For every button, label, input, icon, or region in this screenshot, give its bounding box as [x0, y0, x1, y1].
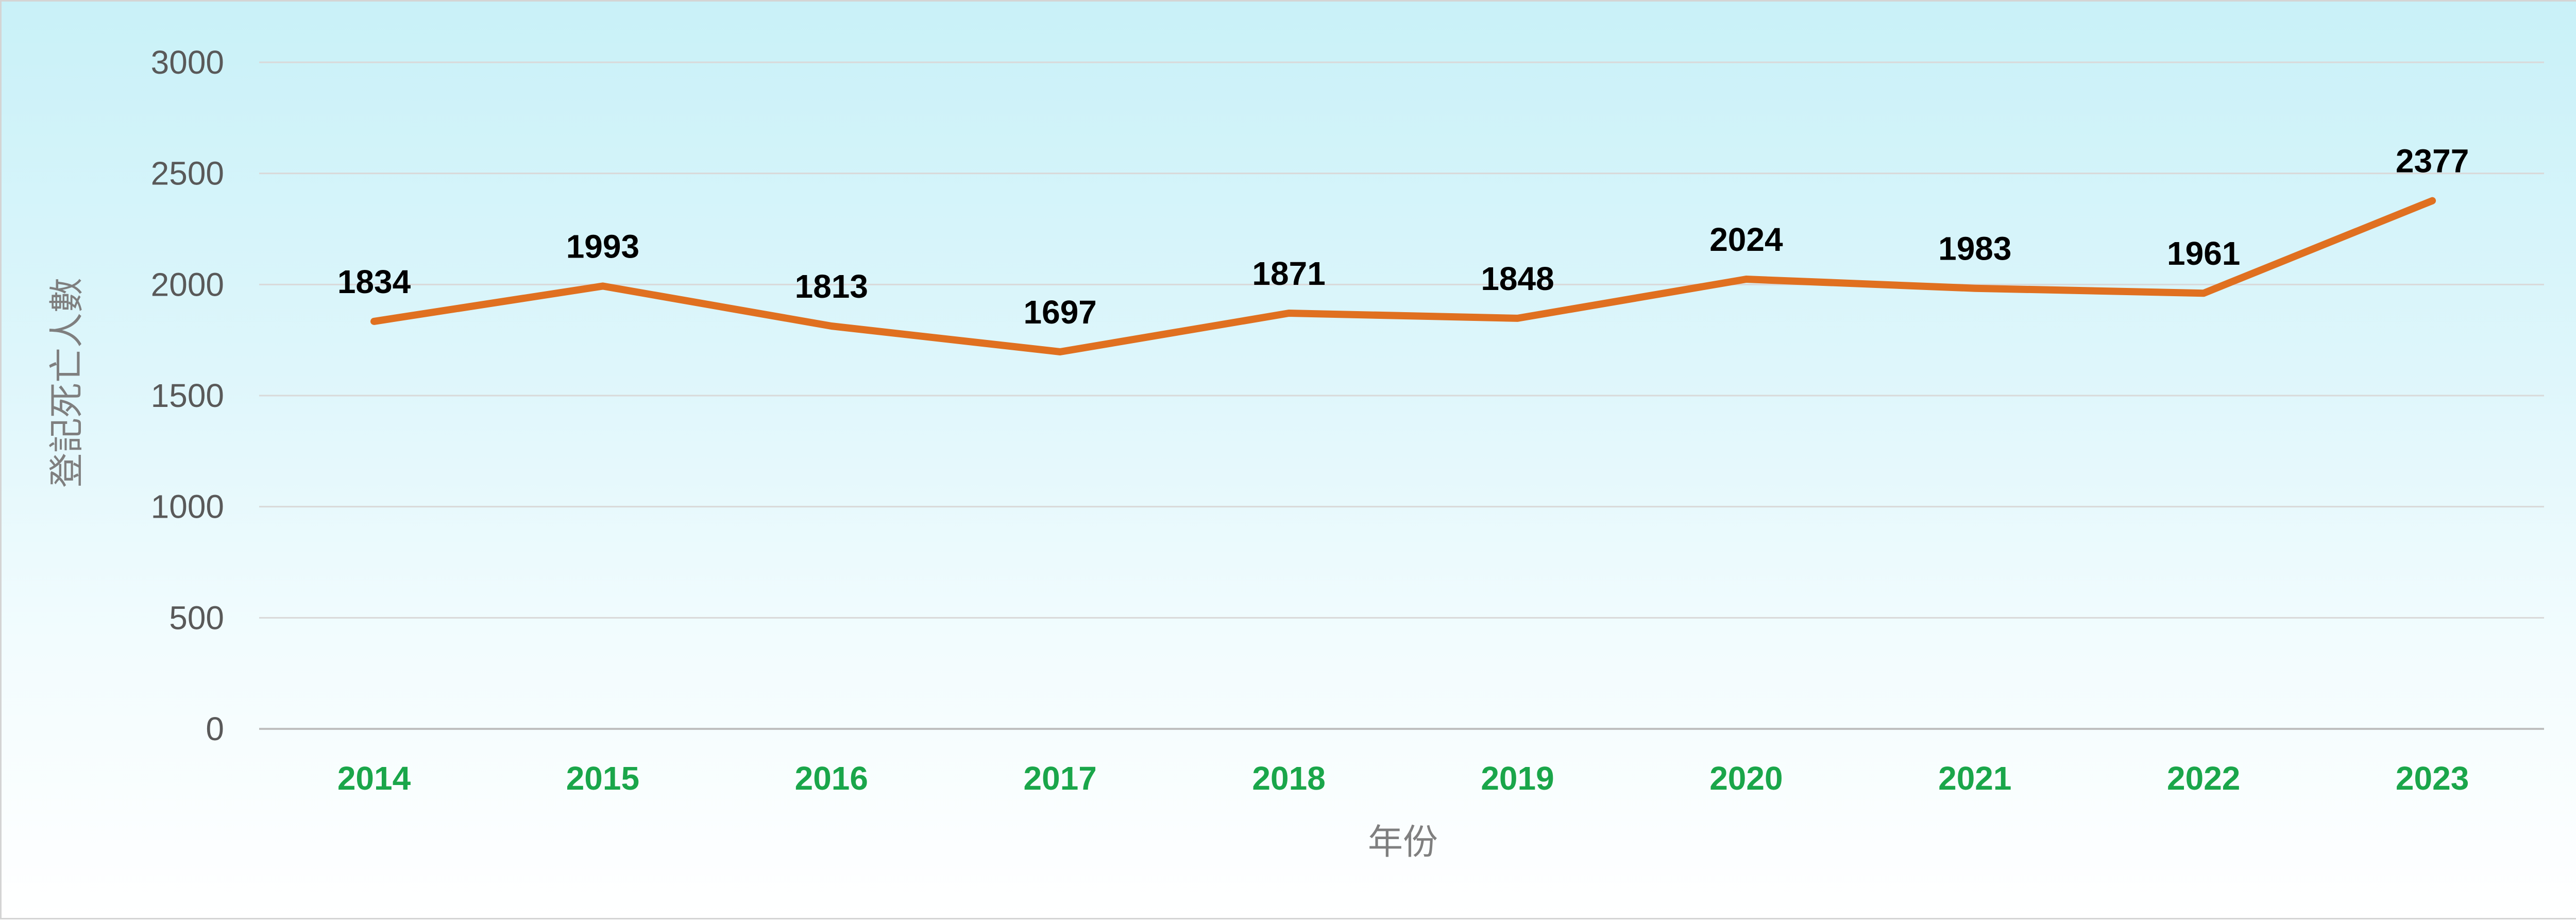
- y-tick-label: 1500: [151, 377, 224, 414]
- data-label: 1848: [1481, 260, 1554, 297]
- y-tick-label: 2000: [151, 266, 224, 303]
- data-point: [831, 325, 832, 327]
- data-label: 2377: [2396, 143, 2469, 180]
- data-label: 2024: [1709, 221, 1783, 258]
- y-tick-label: 1000: [151, 488, 224, 525]
- data-label: 1813: [795, 268, 868, 305]
- x-tick-label: 2017: [1024, 760, 1097, 797]
- data-label: 1697: [1024, 294, 1097, 331]
- x-axis-ticks: 2014 2015 2016 2017 2018 2019 2020 2021 2022 2023: [337, 760, 2469, 797]
- x-tick-label: 2014: [337, 760, 411, 797]
- data-point: [1059, 351, 1061, 353]
- x-tick-label: 2021: [1938, 760, 2011, 797]
- data-point: [2432, 200, 2433, 201]
- x-tick-label: 2023: [2396, 760, 2469, 797]
- data-point: [1288, 312, 1290, 314]
- data-label: 1871: [1252, 255, 1325, 292]
- x-tick-label: 2019: [1481, 760, 1554, 797]
- data-label: 1834: [337, 263, 411, 300]
- y-tick-label: 3000: [151, 44, 224, 81]
- y-tick-label: 2500: [151, 155, 224, 192]
- data-label: 1961: [2167, 235, 2240, 272]
- data-point: [1517, 317, 1518, 319]
- x-axis-title: 年份: [1368, 822, 1438, 863]
- data-point: [1745, 278, 1747, 280]
- y-tick-label: 0: [206, 710, 224, 747]
- data-label: 1993: [566, 228, 639, 265]
- x-tick-label: 2022: [2167, 760, 2240, 797]
- x-tick-label: 2018: [1252, 760, 1325, 797]
- data-point: [374, 320, 375, 322]
- y-axis-ticks: 0 500 1000 1500 2000 2500 3000: [151, 44, 224, 747]
- x-tick-label: 2016: [795, 760, 868, 797]
- data-point: [1974, 287, 1976, 289]
- x-tick-label: 2020: [1709, 760, 1783, 797]
- y-tick-label: 500: [169, 599, 224, 636]
- y-axis-title: 登記死亡人數: [47, 278, 88, 488]
- gridlines: [259, 61, 2544, 730]
- series-line: [370, 197, 2436, 355]
- data-label: 1983: [1938, 230, 2011, 267]
- series-layer: [370, 197, 2436, 355]
- x-tick-label: 2015: [566, 760, 639, 797]
- data-point: [602, 285, 603, 287]
- data-labels: 1834 1993 1813 1697 1871 1848 2024 1983 1961 2377: [337, 143, 2469, 331]
- data-point: [2203, 293, 2205, 294]
